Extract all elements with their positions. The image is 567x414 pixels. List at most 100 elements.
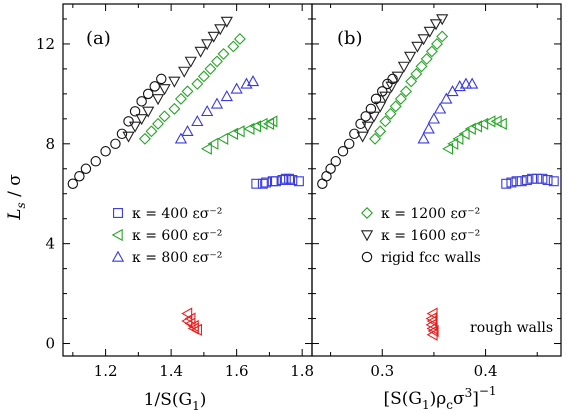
data-point-k1200	[394, 92, 407, 105]
data-point-k800	[220, 90, 233, 102]
data-point-k1600	[178, 66, 191, 78]
data-point-k800	[210, 97, 224, 109]
data-point-k1600	[128, 121, 142, 133]
x-tick-label: 0.4	[474, 362, 498, 380]
x-label-b-sub1: 1	[422, 398, 430, 412]
data-point-k400	[527, 173, 538, 184]
data-point-k1600	[220, 16, 233, 28]
data-point-rigid	[325, 163, 336, 174]
data-point-k800	[230, 82, 243, 94]
data-point-k800	[440, 92, 453, 104]
data-point-rigid	[136, 96, 147, 107]
y-axis-label: Ls / σ	[5, 174, 28, 221]
data-point-k1200	[410, 67, 423, 80]
data-point-rigid	[110, 138, 121, 150]
data-point-k1600	[385, 81, 398, 93]
data-point-k400	[251, 178, 262, 189]
data-point-k400	[293, 176, 304, 187]
x-label-b-sup2: −1	[479, 384, 497, 398]
data-point-rigid	[156, 73, 167, 85]
x-axis-label-b: [S(G1)ρcσ3]−1	[383, 384, 496, 412]
data-point-rigid	[90, 156, 101, 167]
data-point-k600	[227, 127, 239, 140]
data-point-k800	[240, 77, 253, 89]
data-point-rough	[184, 317, 196, 330]
x-label-b-sup1: 3	[465, 386, 473, 400]
data-point-rigid	[74, 171, 85, 182]
x-tick-label: 1.8	[290, 362, 314, 380]
data-point-k1600	[436, 14, 449, 26]
legend-marker-k1200	[361, 207, 373, 219]
data-point-k800	[466, 77, 479, 89]
data-point-rigid	[355, 118, 366, 130]
data-point-k600	[256, 117, 268, 130]
data-point-rigid	[67, 178, 79, 189]
data-point-k600	[249, 120, 262, 133]
data-point-k1200	[374, 125, 387, 138]
data-point-rigid	[142, 88, 154, 100]
data-point-k1200	[369, 132, 382, 145]
data-point-rigid	[123, 116, 134, 127]
data-point-k600	[477, 117, 489, 130]
data-point-k1200	[233, 32, 246, 45]
data-point-k1200	[389, 100, 402, 113]
data-point-k800	[246, 75, 260, 87]
x-label-a-post: )	[200, 390, 207, 410]
data-point-rigid	[337, 146, 349, 157]
data-point-rigid	[100, 146, 111, 157]
data-point-k1200	[405, 75, 418, 88]
data-point-k1600	[151, 94, 165, 106]
data-point-k1600	[194, 46, 207, 58]
data-point-k1200	[431, 37, 443, 50]
data-point-rough	[426, 314, 438, 328]
x-label-a-sub: 1	[192, 399, 200, 413]
data-point-k600	[484, 115, 496, 128]
data-point-k1600	[404, 51, 417, 63]
panel-label: (a)	[86, 28, 111, 49]
legend-marker-k800	[111, 250, 125, 262]
x-label-b-mid: )ρ	[430, 389, 447, 409]
data-point-k800	[181, 124, 194, 137]
data-point-rough	[426, 307, 438, 320]
data-point-k1200	[379, 115, 392, 128]
data-point-k400	[261, 177, 272, 188]
data-point-k400	[511, 176, 522, 187]
data-point-k1600	[361, 121, 374, 133]
data-point-k800	[201, 105, 214, 117]
y-axis-label-main: L	[5, 209, 25, 221]
data-point-k600	[442, 142, 454, 155]
data-point-k1200	[425, 45, 438, 58]
data-point-k400	[270, 176, 281, 187]
data-point-rough	[426, 328, 438, 341]
data-point-rough	[427, 324, 439, 338]
data-point-k600	[266, 115, 278, 128]
data-point-k400	[521, 175, 532, 185]
data-point-k1600	[168, 76, 181, 88]
data-point-rough	[425, 318, 437, 331]
data-point-k600	[263, 117, 275, 130]
data-point-rigid	[149, 81, 160, 92]
panel-b: 0.3 0.4 (b) κ = 1200 εσ⁻² κ = 1600 εσ⁻² rigid…	[311, 3, 562, 380]
data-point-k400	[284, 173, 295, 184]
legend-label-k400: κ = 400 εσ⁻²	[132, 206, 222, 222]
data-point-k1600	[135, 114, 148, 126]
data-point-k600	[458, 127, 470, 140]
data-point-k400	[532, 173, 543, 184]
data-point-k800	[459, 77, 473, 89]
data-point-rough	[425, 312, 437, 325]
x-tick-label: 0.3	[370, 362, 394, 380]
data-point-k1600	[411, 41, 424, 53]
data-point-k1600	[158, 84, 171, 96]
data-point-k600	[470, 120, 483, 133]
data-point-k1600	[184, 56, 197, 68]
data-point-k1200	[181, 85, 194, 98]
legend-marker-k600	[111, 228, 123, 242]
data-point-k1600	[142, 106, 155, 118]
data-point-k1200	[227, 40, 240, 53]
data-point-k1200	[174, 92, 187, 105]
data-point-rigid	[129, 106, 141, 117]
data-point-k1200	[384, 107, 397, 120]
data-point-k600	[495, 117, 507, 130]
data-point-k600	[200, 142, 212, 155]
